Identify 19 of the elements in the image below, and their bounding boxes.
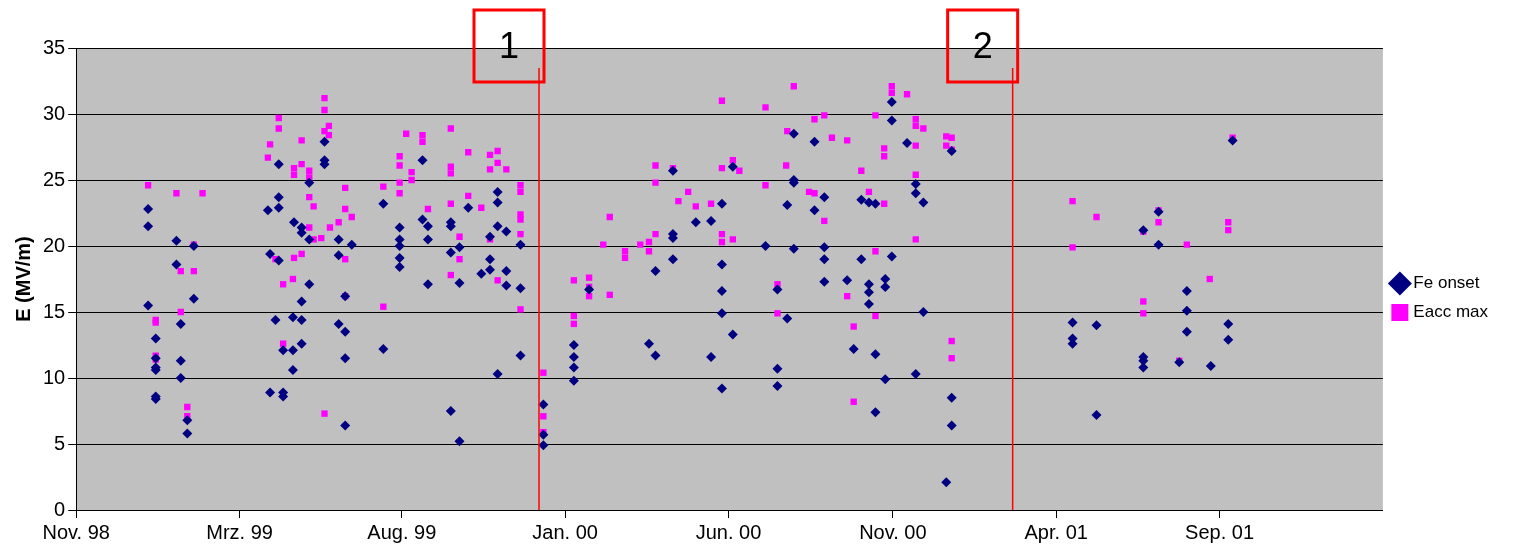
x-tick-label: Jun. 00 bbox=[695, 520, 762, 543]
y-axis-title: E (MV/m) bbox=[11, 236, 34, 322]
y-tick-label: 5 bbox=[54, 431, 66, 454]
y-tick-label: 0 bbox=[54, 497, 66, 520]
x-tick-label: Nov. 00 bbox=[859, 520, 927, 543]
legend-label: Fe onset bbox=[1413, 273, 1480, 293]
y-tick-label: 35 bbox=[43, 35, 66, 58]
x-tick-label: Sep. 01 bbox=[1185, 520, 1255, 543]
x-tick-label: Mrz. 99 bbox=[206, 520, 273, 543]
y-tick-label: 20 bbox=[43, 233, 66, 256]
y-tick-label: 30 bbox=[43, 101, 66, 124]
y-tick-label: 10 bbox=[43, 365, 66, 388]
x-tick-label: Jan. 00 bbox=[532, 520, 598, 543]
y-tick-label: 15 bbox=[43, 299, 66, 322]
x-tick-label: Nov. 98 bbox=[42, 520, 110, 543]
x-tick-label: Apr. 01 bbox=[1024, 520, 1088, 543]
x-tick-label: Aug. 99 bbox=[367, 520, 437, 543]
y-tick-label: 25 bbox=[43, 167, 66, 190]
legend-label: Eacc max bbox=[1413, 302, 1489, 322]
